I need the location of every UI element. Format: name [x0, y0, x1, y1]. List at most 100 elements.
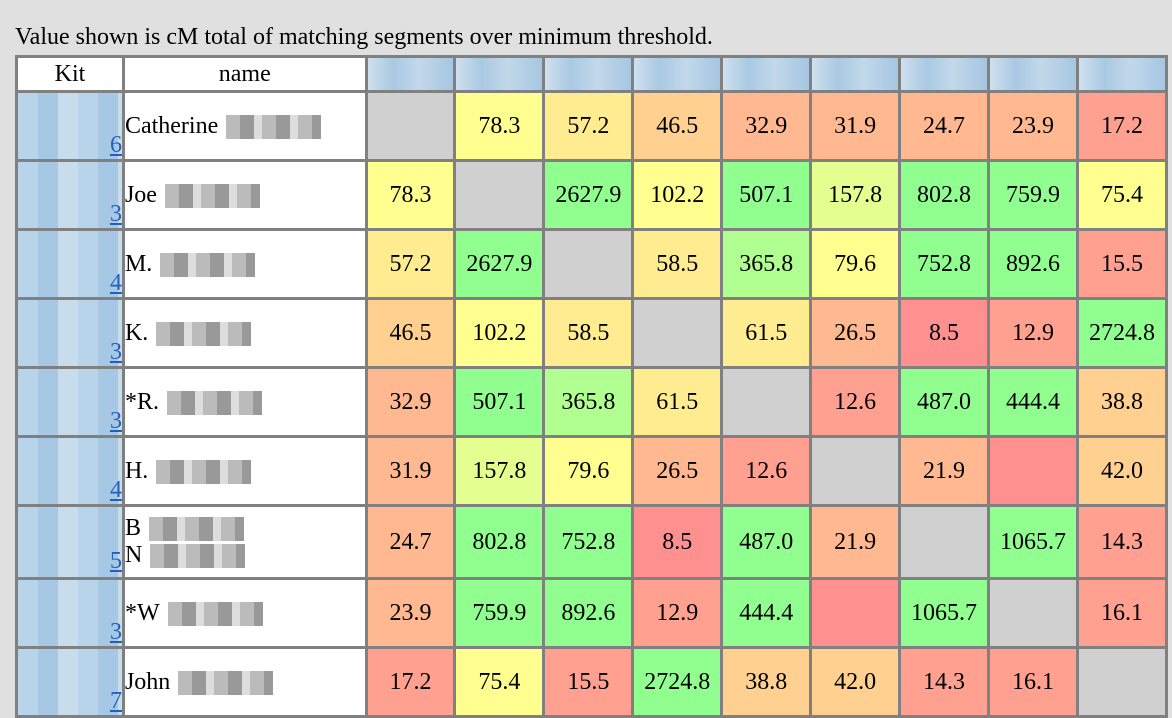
name-cell: Catherine	[124, 93, 365, 159]
kit-suffix: 3	[109, 408, 122, 434]
match-value-cell: 26.5	[634, 438, 721, 504]
kit-link[interactable]: 3	[18, 580, 122, 646]
name-text: Catherine	[124, 112, 219, 139]
match-value-cell: 2627.9	[545, 162, 632, 228]
match-value-cell: 79.6	[812, 231, 899, 297]
header-row: Kit name	[18, 58, 1165, 90]
match-value-cell: 507.1	[456, 369, 543, 435]
kit-link[interactable]: 4	[18, 438, 122, 504]
name-text: *R.	[124, 388, 159, 415]
match-value-cell: 24.7	[367, 507, 454, 577]
match-value-cell: 38.8	[1078, 369, 1165, 435]
blurred-name	[148, 517, 244, 542]
kit-suffix: 4	[109, 270, 122, 296]
kit-link[interactable]: 3	[18, 300, 122, 366]
kit-link[interactable]: 3	[18, 369, 122, 435]
match-value-cell: 752.8	[545, 507, 632, 577]
kit-link[interactable]: 4	[18, 231, 122, 297]
name-cell: John	[124, 649, 365, 715]
table-row: 5 B N 24.7 802.8 752.8 8.5 487.0 21.9 1065.7 14.3	[18, 507, 1165, 577]
name-cell: *W	[124, 580, 365, 646]
match-value-cell: 42.0	[812, 649, 899, 715]
match-value-cell: 507.1	[723, 162, 810, 228]
match-value-cell: 752.8	[901, 231, 988, 297]
match-value-cell: 17.2	[367, 649, 454, 715]
kit-column-header	[990, 58, 1076, 90]
match-value-cell: 32.9	[367, 369, 454, 435]
match-value-cell: 8.5	[901, 300, 988, 366]
blurred-name	[166, 390, 262, 415]
self-cell	[545, 231, 632, 297]
table-row: 3 K. 46.5 102.2 58.5 61.5 26.5 8.5 12.9 2724.8	[18, 300, 1165, 366]
table-row: 4 H. 31.9 157.8 79.6 26.5 12.6 21.9 42.0	[18, 438, 1165, 504]
blurred-name	[226, 114, 322, 139]
match-value-cell: 1065.7	[990, 507, 1076, 577]
match-value-cell: 24.7	[901, 93, 988, 159]
match-value-cell: 1065.7	[901, 580, 988, 646]
match-value-cell: 75.4	[456, 649, 543, 715]
match-value-cell	[812, 580, 899, 646]
match-value-cell: 31.9	[367, 438, 454, 504]
blurred-kit-id	[30, 438, 122, 470]
name-text-line2: N	[124, 542, 143, 568]
blurred-name	[150, 544, 246, 569]
blurred-name	[156, 321, 252, 346]
kit-link[interactable]: 6	[18, 93, 122, 159]
match-value-cell: 2724.8	[1078, 300, 1165, 366]
self-cell	[723, 369, 810, 435]
match-value-cell: 157.8	[456, 438, 543, 504]
name-cell: K.	[124, 300, 365, 366]
kit-column-header	[901, 58, 988, 90]
kit-suffix: 3	[109, 619, 122, 645]
name-header: name	[124, 58, 365, 90]
match-value-cell: 487.0	[901, 369, 988, 435]
kit-link[interactable]: 5	[18, 507, 122, 577]
match-value-cell: 57.2	[367, 231, 454, 297]
kit-link[interactable]: 7	[18, 649, 122, 715]
blurred-name	[156, 459, 252, 484]
name-text: M.	[124, 250, 153, 277]
match-value-cell: 75.4	[1078, 162, 1165, 228]
match-value-cell: 61.5	[723, 300, 810, 366]
name-cell: H.	[124, 438, 365, 504]
match-value-cell: 12.9	[990, 300, 1076, 366]
caption: Value shown is cM total of matching segm…	[15, 24, 713, 50]
self-cell	[1078, 649, 1165, 715]
match-value-cell: 42.0	[1078, 438, 1165, 504]
table-row: 3 *R. 32.9 507.1 365.8 61.5 12.6 487.0 444.4 38.8	[18, 369, 1165, 435]
match-value-cell: 365.8	[723, 231, 810, 297]
match-value-cell: 8.5	[634, 507, 721, 577]
match-value-cell: 26.5	[812, 300, 899, 366]
match-value-cell: 78.3	[456, 93, 543, 159]
blurred-kit-id	[30, 162, 122, 194]
self-cell	[367, 93, 454, 159]
match-value-cell: 759.9	[456, 580, 543, 646]
match-value-cell: 58.5	[634, 231, 721, 297]
self-cell	[812, 438, 899, 504]
blurred-kit-id	[30, 231, 122, 263]
table-row: 3 Joe 78.3 2627.9 102.2 507.1 157.8 802.8 759.9 7…	[18, 162, 1165, 228]
kit-column-header	[545, 58, 632, 90]
match-value-cell: 31.9	[812, 93, 899, 159]
blurred-kit-id	[30, 300, 122, 332]
match-value-cell: 2627.9	[456, 231, 543, 297]
kit-suffix: 3	[109, 339, 122, 365]
match-value-cell: 12.6	[812, 369, 899, 435]
name-cell: M.	[124, 231, 365, 297]
match-value-cell: 802.8	[901, 162, 988, 228]
match-value-cell	[990, 438, 1076, 504]
kit-column-header	[723, 58, 810, 90]
blurred-kit-id	[30, 580, 122, 612]
kit-column-header	[456, 58, 543, 90]
match-value-cell: 57.2	[545, 93, 632, 159]
blurred-name	[167, 601, 263, 626]
match-value-cell: 157.8	[812, 162, 899, 228]
match-value-cell: 23.9	[367, 580, 454, 646]
kit-link[interactable]: 3	[18, 162, 122, 228]
kit-suffix: 7	[109, 688, 122, 714]
match-value-cell: 759.9	[990, 162, 1076, 228]
kit-column-header	[634, 58, 721, 90]
match-value-cell: 38.8	[723, 649, 810, 715]
match-value-cell: 2724.8	[634, 649, 721, 715]
kit-suffix: 5	[109, 548, 122, 574]
